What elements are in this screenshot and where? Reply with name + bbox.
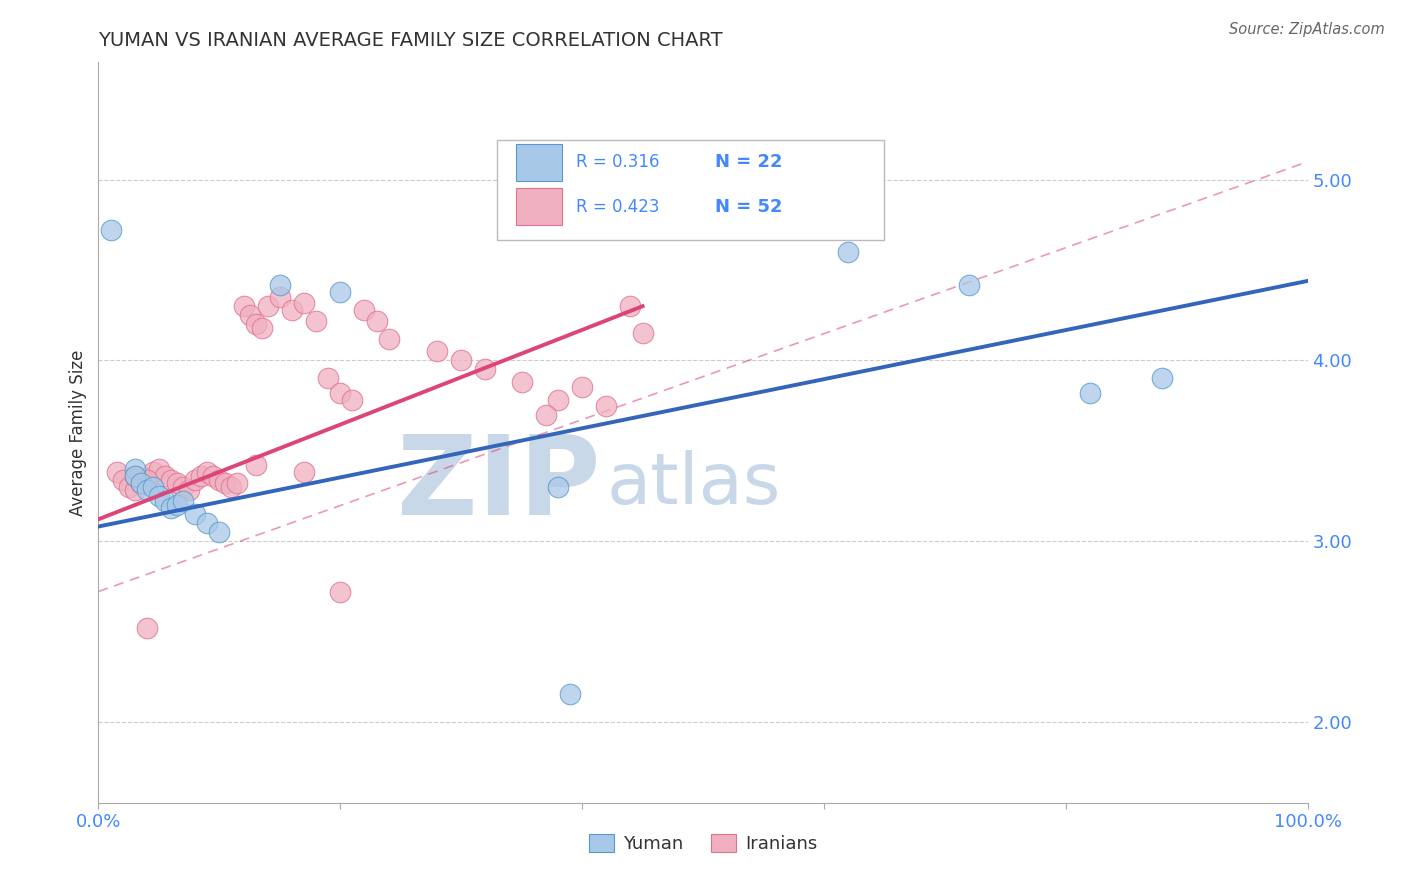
Point bbox=[124, 469, 146, 483]
Point bbox=[232, 299, 254, 313]
Point bbox=[239, 308, 262, 322]
Point bbox=[160, 501, 183, 516]
Point bbox=[105, 466, 128, 480]
Point bbox=[534, 408, 557, 422]
FancyBboxPatch shape bbox=[498, 140, 884, 240]
Point bbox=[342, 393, 364, 408]
Point bbox=[129, 476, 152, 491]
Text: N = 52: N = 52 bbox=[716, 198, 783, 216]
Text: ZIP: ZIP bbox=[396, 431, 600, 538]
Point bbox=[571, 380, 593, 394]
Point bbox=[142, 466, 165, 480]
Point bbox=[179, 483, 201, 498]
Point bbox=[166, 498, 188, 512]
Point bbox=[142, 480, 165, 494]
Point bbox=[100, 223, 122, 237]
Point bbox=[208, 473, 231, 487]
Text: N = 22: N = 22 bbox=[716, 153, 783, 171]
FancyBboxPatch shape bbox=[516, 188, 561, 226]
Point bbox=[1078, 385, 1101, 400]
Point bbox=[135, 621, 157, 635]
Y-axis label: Average Family Size: Average Family Size bbox=[69, 350, 87, 516]
Text: R = 0.423: R = 0.423 bbox=[576, 198, 659, 216]
Point bbox=[329, 285, 352, 299]
Point bbox=[124, 461, 146, 475]
Point bbox=[190, 469, 212, 483]
Point bbox=[366, 313, 388, 327]
Text: Source: ZipAtlas.com: Source: ZipAtlas.com bbox=[1229, 22, 1385, 37]
Point bbox=[184, 473, 207, 487]
Point bbox=[111, 473, 134, 487]
Point bbox=[316, 371, 339, 385]
Point bbox=[619, 299, 641, 313]
Point bbox=[172, 480, 194, 494]
Point bbox=[329, 584, 352, 599]
Point bbox=[281, 302, 304, 317]
Point bbox=[118, 480, 141, 494]
Point bbox=[353, 302, 375, 317]
Point bbox=[226, 476, 249, 491]
Point bbox=[195, 466, 218, 480]
Point bbox=[292, 466, 315, 480]
Point bbox=[221, 480, 243, 494]
Point bbox=[202, 469, 225, 483]
Point bbox=[214, 476, 236, 491]
Point bbox=[547, 393, 569, 408]
Point bbox=[269, 290, 291, 304]
Point bbox=[166, 476, 188, 491]
Point bbox=[1152, 371, 1174, 385]
Point bbox=[292, 295, 315, 310]
Point bbox=[256, 299, 278, 313]
Point bbox=[129, 476, 152, 491]
Text: R = 0.316: R = 0.316 bbox=[576, 153, 659, 171]
Point bbox=[837, 245, 859, 260]
Point bbox=[450, 353, 472, 368]
Point bbox=[195, 516, 218, 530]
Point bbox=[426, 344, 449, 359]
Point bbox=[208, 524, 231, 539]
Point bbox=[245, 318, 267, 332]
Point bbox=[135, 483, 157, 498]
Point bbox=[510, 375, 533, 389]
Point bbox=[160, 473, 183, 487]
Point bbox=[305, 313, 328, 327]
Point bbox=[957, 277, 980, 292]
Point bbox=[547, 480, 569, 494]
Point bbox=[558, 688, 581, 702]
Point bbox=[631, 326, 654, 341]
Point bbox=[172, 494, 194, 508]
Point bbox=[124, 469, 146, 483]
Point bbox=[269, 277, 291, 292]
Point bbox=[153, 469, 176, 483]
Point bbox=[153, 494, 176, 508]
Point bbox=[184, 507, 207, 521]
Point bbox=[148, 489, 170, 503]
Text: atlas: atlas bbox=[606, 450, 780, 519]
Point bbox=[124, 483, 146, 498]
Point bbox=[250, 321, 273, 335]
Point bbox=[148, 461, 170, 475]
Legend: Yuman, Iranians: Yuman, Iranians bbox=[582, 827, 824, 861]
Point bbox=[329, 385, 352, 400]
Point bbox=[595, 399, 617, 413]
Point bbox=[135, 471, 157, 485]
Text: YUMAN VS IRANIAN AVERAGE FAMILY SIZE CORRELATION CHART: YUMAN VS IRANIAN AVERAGE FAMILY SIZE COR… bbox=[98, 30, 723, 50]
Point bbox=[245, 458, 267, 472]
Point bbox=[377, 332, 399, 346]
Point bbox=[474, 362, 496, 376]
Point bbox=[135, 473, 157, 487]
FancyBboxPatch shape bbox=[516, 144, 561, 181]
